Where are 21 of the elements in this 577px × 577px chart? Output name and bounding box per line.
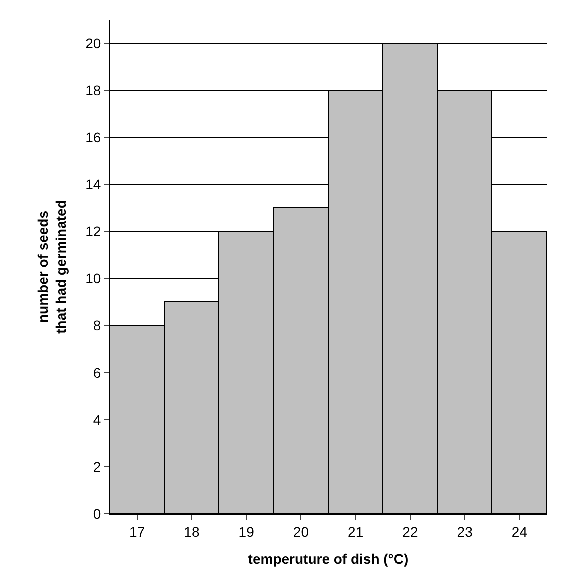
- y-tick-label: 4: [93, 412, 102, 428]
- y-tick-label: 12: [86, 224, 102, 240]
- x-tick-label: 21: [348, 524, 364, 540]
- x-tick-label: 20: [293, 524, 310, 540]
- y-tick-label: 20: [86, 35, 102, 52]
- x-tick-label: 23: [457, 524, 474, 540]
- y-tick-label: 16: [86, 130, 102, 146]
- y-tick-label: 0: [93, 506, 102, 522]
- y-axis-title: number of seeds that had germinated: [35, 200, 70, 334]
- x-tick-label: 19: [238, 524, 255, 540]
- y-tick-label: 18: [86, 82, 102, 98]
- x-tick-label: 22: [402, 524, 418, 540]
- y-tick-label: 2: [93, 458, 102, 475]
- x-axis-title: temperuture of dish (°C): [248, 551, 409, 568]
- y-tick-label: 6: [93, 364, 102, 381]
- x-tick-label: 24: [512, 524, 528, 540]
- y-tick-label: 10: [86, 270, 102, 287]
- x-tick-label: 18: [184, 524, 200, 540]
- y-tick-label: 14: [86, 176, 102, 193]
- y-tick-label: 8: [93, 318, 102, 334]
- x-tick-label: 17: [130, 524, 146, 540]
